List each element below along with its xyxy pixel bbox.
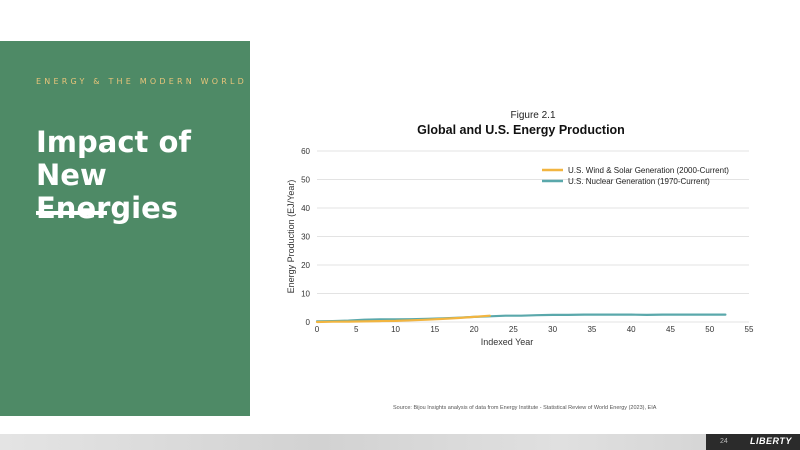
series-line-u-s-wind-solar-generation-current xyxy=(315,314,491,324)
chart-svg: Figure 2.1 Global and U.S. Energy Product… xyxy=(286,110,754,347)
section-eyebrow: ENERGY & THE MODERN WORLD xyxy=(36,77,248,86)
page-number: 24 xyxy=(720,438,728,445)
x-tick-label: 20 xyxy=(470,325,479,334)
x-tick-label: 15 xyxy=(430,325,439,334)
x-tick-label: 10 xyxy=(391,325,400,334)
liberty-logo: LIBERTY xyxy=(750,436,792,446)
x-tick-label: 45 xyxy=(666,325,675,334)
y-tick-label: 50 xyxy=(301,176,310,185)
source-note: Source: Bijou Insights analysis of data … xyxy=(393,405,657,411)
chart-title: Global and U.S. Energy Production xyxy=(417,123,625,137)
footer-logo-block xyxy=(706,434,800,450)
slide-title: Impact of New Energies xyxy=(36,125,192,225)
y-axis-title: Energy Production (EJ/Year) xyxy=(286,180,296,294)
y-tick-label: 40 xyxy=(301,204,310,213)
series-line-u-s-nuclear-generation-current xyxy=(315,313,727,323)
y-tick-label: 10 xyxy=(301,290,310,299)
x-tick-label: 50 xyxy=(705,325,714,334)
x-tick-label: 40 xyxy=(627,325,636,334)
x-tick-label: 25 xyxy=(509,325,518,334)
footer-bar xyxy=(0,434,800,450)
y-tick-label: 20 xyxy=(301,261,310,270)
legend-label: U.S. Nuclear Generation (1970-Current) xyxy=(568,177,710,186)
y-tick-label: 0 xyxy=(306,318,311,327)
title-underline xyxy=(36,211,107,215)
x-axis-title: Indexed Year xyxy=(481,337,534,347)
x-tick-label: 0 xyxy=(315,325,320,334)
y-tick-label: 30 xyxy=(301,233,310,242)
x-tick-label: 55 xyxy=(745,325,754,334)
title-panel xyxy=(0,41,250,416)
x-tick-label: 30 xyxy=(548,325,557,334)
x-tick-label: 35 xyxy=(587,325,596,334)
x-tick-label: 5 xyxy=(354,325,359,334)
figure-label: Figure 2.1 xyxy=(510,110,555,121)
y-tick-label: 60 xyxy=(301,147,310,156)
energy-production-chart: Figure 2.1 Global and U.S. Energy Product… xyxy=(280,100,770,360)
legend-label: U.S. Wind & Solar Generation (2000-Curre… xyxy=(568,166,729,175)
